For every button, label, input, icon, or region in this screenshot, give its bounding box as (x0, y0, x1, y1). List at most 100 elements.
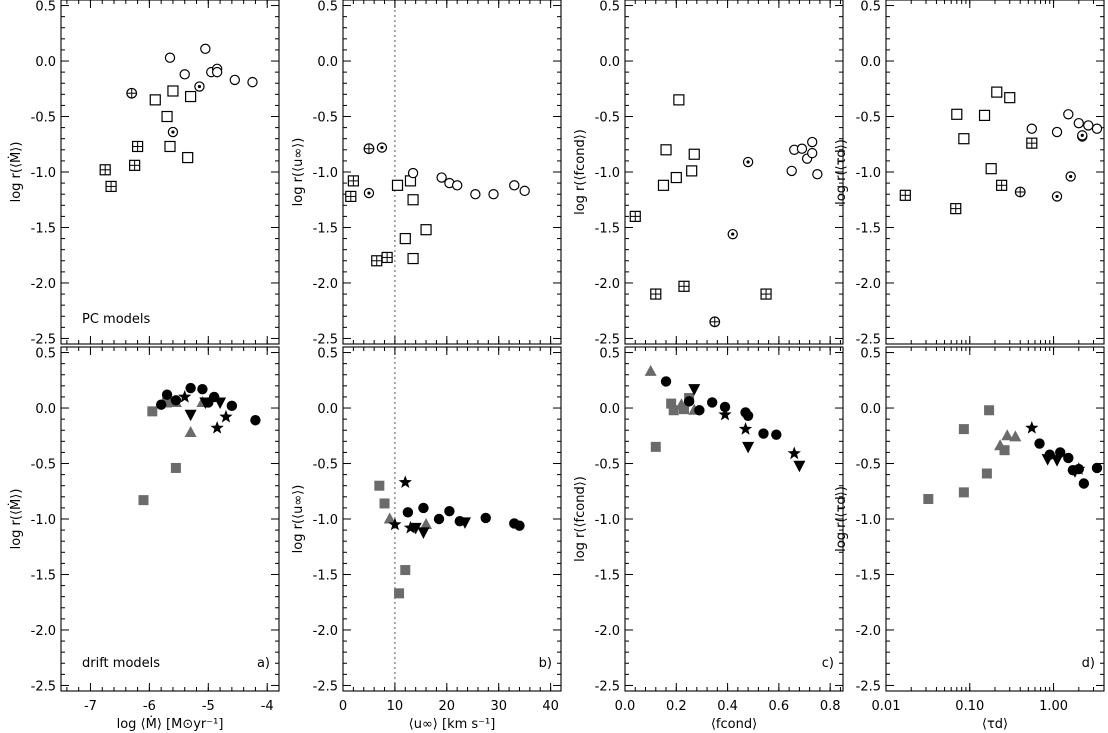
panel-d-bottom-panel-label: d) (1082, 656, 1095, 671)
panel-d-xlabel: ⟨τd⟩ (982, 717, 1008, 732)
panel-a-top-marker-open-circle (229, 74, 241, 86)
panel-c-top-marker-open-circle (807, 147, 818, 159)
square-mark (162, 397, 173, 408)
panel-a-bottom-ytick-label: 0.5 (35, 347, 56, 362)
panel-c-bottom-ytick-label: -2.5 (595, 679, 620, 694)
panel-c-xtick-label: 0.0 (615, 699, 636, 714)
star-mark (718, 407, 732, 421)
panel-a-top-marker-open-square (182, 151, 194, 164)
panel-d-top-marker-open-circle (1083, 120, 1094, 131)
panel-b-bottom-marker-star (388, 517, 402, 531)
panel-b-xtick-label: 10 (387, 699, 404, 714)
panel-c-top-ylabel: log r(⟨fcond⟩) (573, 129, 588, 215)
square-mark (958, 487, 969, 498)
panel-c-bottom-marker-filled-triangle-down (793, 460, 806, 473)
square-mark (420, 224, 432, 236)
panel-d-top-marker-circle-dot (1051, 191, 1063, 202)
panel-d-top-marker-open-square (958, 133, 970, 145)
panel-b-bottom-marker-gray-square (394, 588, 405, 599)
panel-c-top-ytick-label: -2.5 (595, 332, 620, 347)
square-mark (399, 232, 411, 245)
panel-c-bottom-marker-filled-circle (742, 410, 754, 421)
panel-c-bottom-marker-filled-triangle-down (742, 441, 755, 454)
dot-mark (746, 160, 750, 164)
panel-c-xtick-label: 0.8 (820, 699, 841, 714)
square-mark (666, 398, 677, 409)
panel-b-bottom-ytick-label: 0.0 (317, 402, 338, 417)
panel-d-top-marker-open-circle (1026, 123, 1038, 134)
panel-a-xtick-label: -6 (143, 699, 156, 714)
panel-b-top-ytick-label: -1.5 (313, 221, 338, 236)
panel-a-bottom-marker-filled-circle (155, 399, 167, 410)
circle-mark (470, 188, 481, 200)
panel-b-top-marker-square-plus (347, 175, 359, 187)
panel-a-top-ytick-label: -1.0 (31, 166, 56, 181)
panel-a-bottom-marker-gray-triangle (184, 425, 197, 437)
panel-a-xtick-label: -5 (202, 699, 215, 714)
square-mark (951, 108, 963, 120)
panel-b-bottom-marker-filled-triangle-down (417, 527, 430, 539)
triangle-mark (1009, 430, 1022, 442)
circle-mark (488, 188, 499, 200)
panel-d-top-marker-square-plus (1026, 137, 1038, 149)
star-mark (738, 422, 753, 435)
panel-a-bottom-panel-label: a) (257, 656, 270, 671)
square-mark (379, 498, 390, 509)
panel-b-bottom-marker-gray-square (379, 498, 390, 509)
panel-c-top-marker-open-square (688, 148, 700, 160)
panel-a-bottom-marker-filled-circle (197, 383, 208, 395)
panel-b-top-marker-square-plus (345, 190, 357, 203)
dot-mark (1080, 133, 1084, 137)
panel-a-bottom-marker-gray-square (170, 462, 181, 473)
panel-b-xlabel: ⟨u∞⟩ [km s⁻¹] (409, 717, 496, 732)
panel-a-top-marker-open-square (164, 140, 176, 153)
panel-c-top-marker-open-circle (807, 136, 818, 148)
panel-a-xtick-label: -7 (84, 699, 97, 714)
circle-mark (211, 66, 223, 78)
panel-b-bottom-ytick-label: -2.5 (313, 679, 338, 694)
panel-d-top-marker-square-plus (996, 179, 1008, 191)
panel-c-top-marker-square-plus (629, 210, 641, 222)
panel-d-xtick-label: 1.00 (1039, 699, 1068, 714)
panel-b-bottom-marker-filled-circle (402, 507, 414, 518)
panel-d-bottom-marker-gray-square (958, 487, 969, 498)
dot-mark (367, 191, 371, 195)
star-mark (178, 389, 192, 403)
panel-b-top-ytick-label: 0.0 (317, 55, 338, 70)
panel-d-top-ytick-label: 0.0 (860, 55, 881, 70)
circle-mark (807, 147, 818, 159)
dot-mark (197, 84, 202, 89)
panel-b-top-marker-open-circle (451, 180, 463, 191)
panel-b-xtick-label: 30 (490, 699, 507, 714)
panel-b-bottom-marker-gray-triangle (383, 512, 396, 524)
panel-b-top-marker-open-square (407, 252, 419, 265)
circle-mark (444, 506, 455, 517)
panel-d-top-marker-open-square (991, 86, 1003, 98)
circle-mark (758, 428, 769, 439)
panel-a-xtick-label: -4 (261, 699, 274, 714)
triangle-mark (199, 397, 212, 409)
circle-mark (155, 399, 167, 410)
square-mark (391, 179, 404, 191)
panel-c-top-marker-open-circle (796, 143, 808, 154)
circle-mark (812, 169, 823, 180)
panel-c-bottom-marker-gray-square (650, 441, 661, 452)
panel-d-bottom-marker-star (1025, 421, 1039, 434)
panel-c-top-ytick-label: 0.0 (599, 55, 620, 70)
triangle-mark (675, 398, 688, 410)
panel-d-xtick-label: 0.10 (955, 699, 984, 714)
panel-b-xtick-label: 20 (439, 699, 456, 714)
circle-mark (1083, 120, 1094, 131)
triangle-mark (1051, 455, 1064, 467)
panel-a-top-ytick-label: -2.5 (31, 332, 56, 347)
circle-mark (796, 143, 808, 154)
panel-b-bottom-marker-filled-circle (418, 502, 429, 514)
panel-d-bottom-ytick-label: -0.5 (856, 458, 881, 473)
circle-mark (1063, 452, 1074, 464)
panel-a-bottom-marker-filled-triangle-down (184, 409, 197, 422)
circle-mark (451, 180, 463, 191)
square-mark (673, 94, 685, 106)
triangle-mark (742, 441, 755, 454)
panel-d-top-marker-open-circle (1091, 123, 1103, 134)
panel-c-bottom-ytick-label: 0.5 (599, 347, 620, 362)
